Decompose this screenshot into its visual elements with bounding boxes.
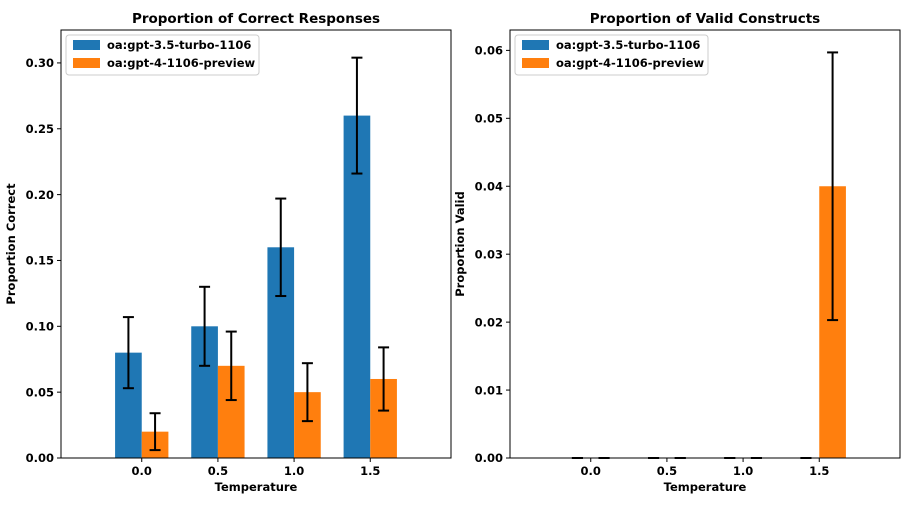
- legend-label-0: oa:gpt-3.5-turbo-1106: [107, 38, 251, 52]
- y-tick-label-0-6: 0.30: [26, 56, 54, 70]
- error-bar-1-s1-3: [827, 51, 839, 322]
- axes-frame-1: [509, 29, 901, 459]
- legend-0: oa:gpt-3.5-turbo-1106 oa:gpt-4-1106-previ…: [65, 34, 260, 76]
- legend-frame: [65, 34, 260, 76]
- y-tick-label-1-6: 0.06: [475, 44, 503, 58]
- x-tick-label-1-3: 1.5: [809, 464, 829, 478]
- y-tick-label-0-3: 0.15: [26, 254, 54, 268]
- legend-label-1: oa:gpt-4-1106-preview: [107, 56, 255, 70]
- chart-panel-0: 0.00 0.05 0.10 0.15 0.20 0.25 0.30 0.0 0.5 1.0 1.5…: [4, 11, 452, 494]
- y-tick-label-0-4: 0.20: [26, 188, 54, 202]
- y-tick-label-1-5: 0.05: [475, 112, 503, 126]
- y-tick-label-1-4: 0.04: [475, 179, 503, 193]
- x-tick-label-1-1: 0.5: [657, 464, 677, 478]
- x-tick-label-1-2: 1.0: [733, 464, 753, 478]
- x-tick-label-0-2: 1.0: [284, 464, 304, 478]
- legend-1: oa:gpt-3.5-turbo-1106 oa:gpt-4-1106-previ…: [514, 34, 709, 76]
- error-bar-0-s0-2: [275, 197, 287, 298]
- chart-title-0: Proportion of Correct Responses: [132, 11, 380, 27]
- y-tick-label-0-5: 0.25: [26, 122, 54, 136]
- legend-frame: [514, 34, 709, 76]
- axes-frame-0: [60, 29, 452, 459]
- chart-panel-1: 0.00 0.01 0.02 0.03 0.04 0.05 0.06 0.0 0.5 1.0 1.5…: [453, 11, 901, 494]
- legend-label-0: oa:gpt-3.5-turbo-1106: [556, 38, 700, 52]
- error-bar-0-s0-0: [122, 316, 134, 390]
- x-tick-label-0-0: 0.0: [132, 464, 152, 478]
- chart-title-1: Proportion of Valid Constructs: [590, 11, 820, 27]
- x-tick-label-0-3: 1.5: [360, 464, 380, 478]
- error-bar-0-s0-1: [199, 285, 211, 367]
- x-tick-label-0-1: 0.5: [208, 464, 228, 478]
- x-tick-label-1-0: 0.0: [581, 464, 601, 478]
- x-axis-label-0: Temperature: [215, 480, 298, 494]
- legend-swatch-0: [73, 40, 100, 50]
- error-bar-0-s1-1: [225, 330, 237, 402]
- error-bar-0-s0-3: [351, 56, 363, 175]
- legend-swatch-1: [73, 58, 100, 68]
- legend-swatch-1: [522, 58, 549, 68]
- y-tick-label-0-1: 0.05: [26, 385, 54, 399]
- error-bar-0-s1-3: [378, 346, 390, 412]
- y-axis-label-1: Proportion Valid: [453, 191, 467, 296]
- legend-label-1: oa:gpt-4-1106-preview: [556, 56, 704, 70]
- x-axis-label-1: Temperature: [664, 480, 747, 494]
- legend-swatch-0: [522, 40, 549, 50]
- y-tick-label-1-3: 0.03: [475, 247, 503, 261]
- y-tick-label-0-0: 0.00: [26, 451, 54, 465]
- y-axis-label-0: Proportion Correct: [4, 183, 18, 305]
- y-tick-label-1-0: 0.00: [475, 451, 503, 465]
- y-tick-label-1-2: 0.02: [475, 315, 503, 329]
- y-tick-label-1-1: 0.01: [475, 383, 503, 397]
- error-bar-0-s1-0: [149, 412, 161, 452]
- y-tick-label-0-2: 0.10: [26, 320, 54, 334]
- error-bar-0-s1-2: [301, 362, 313, 423]
